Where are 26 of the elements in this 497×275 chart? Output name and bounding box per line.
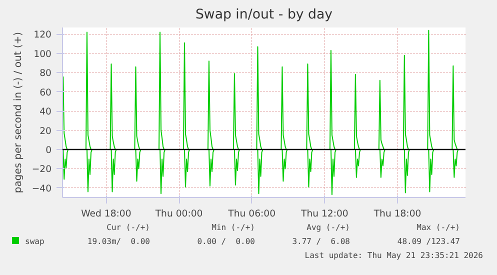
x-tick-label: Thu 18:00 — [372, 208, 422, 220]
text: Avg (-/+) — [306, 222, 350, 234]
y-tick-label: 60 — [40, 87, 52, 98]
y-tick-label: 0 — [46, 144, 52, 156]
text: 3.77 / 6.08 — [292, 236, 350, 248]
text: Last update: Thu May 21 23:35:21 2026 — [304, 250, 483, 262]
y-tick-label: −40 — [32, 183, 52, 194]
legend-label: swap — [24, 236, 44, 248]
chart-title: Swap in/out - by day — [195, 8, 333, 22]
y-tick-label: −20 — [32, 164, 52, 176]
y-tick-label: 120 — [34, 30, 52, 41]
y-axis-title: pages per second in (-) / out (+) — [12, 32, 24, 194]
text: Cur (-/+) — [106, 222, 150, 234]
text: 48.09 /123.47 — [397, 236, 460, 248]
x-tick-label: Thu 06:00 — [227, 208, 276, 220]
x-tick-label: Wed 18:00 — [81, 208, 132, 220]
x-tick-label: Thu 00:00 — [154, 208, 203, 220]
y-tick-label: 40 — [40, 106, 52, 118]
text: 0.00 / 0.00 — [197, 236, 255, 248]
y-tick-label: 80 — [40, 68, 52, 80]
text: 19.03m/ 0.00 — [87, 236, 150, 248]
x-tick-label: Thu 12:00 — [300, 208, 348, 220]
y-tick-label: 20 — [40, 126, 52, 137]
y-tick-label: 100 — [34, 48, 52, 60]
text: Max (-/+) — [416, 222, 460, 234]
text: Min (-/+) — [212, 222, 255, 234]
